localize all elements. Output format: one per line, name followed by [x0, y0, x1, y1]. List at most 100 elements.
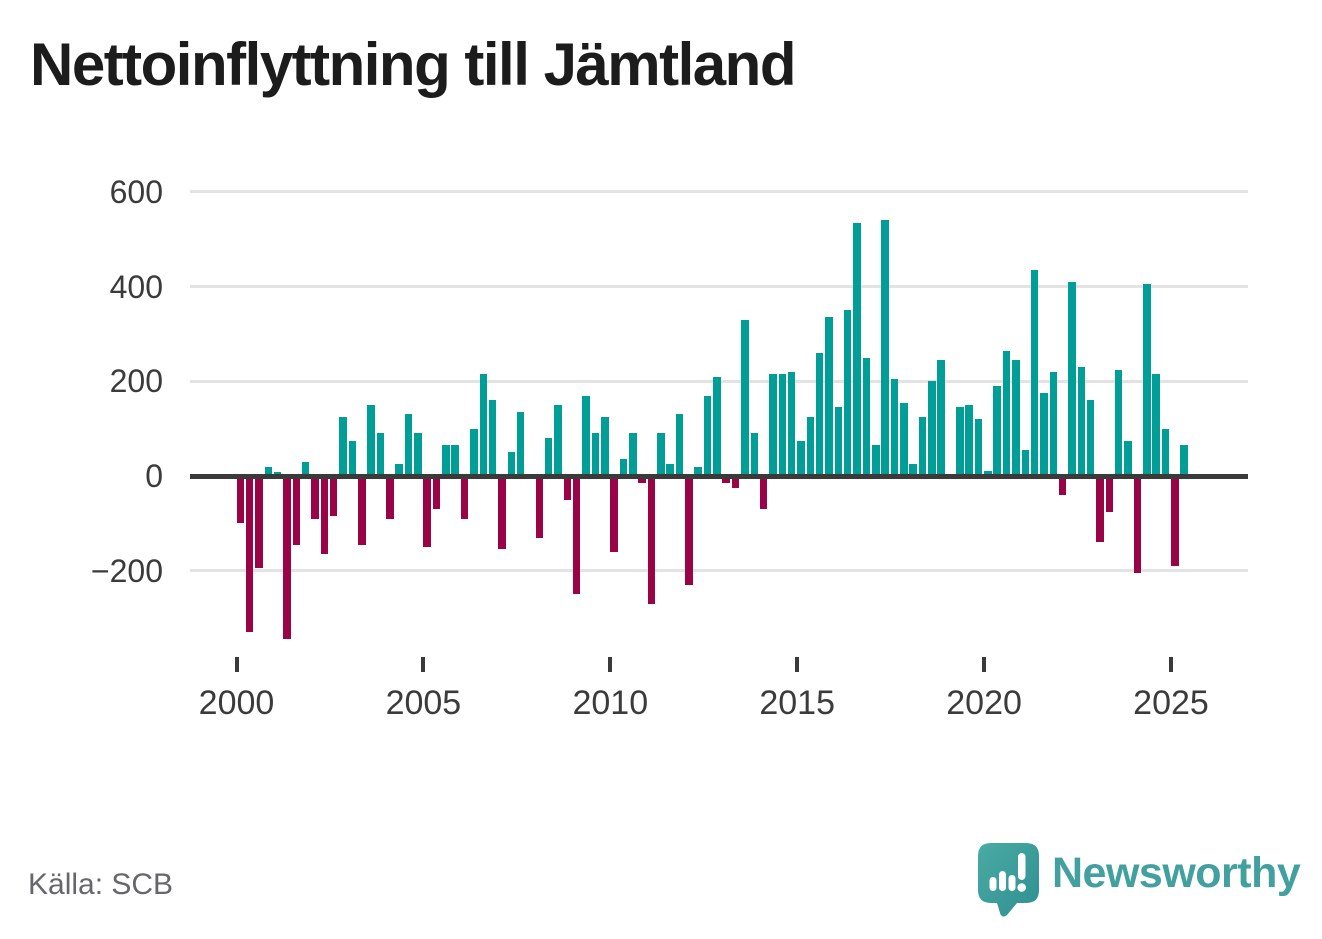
- x-axis-label-2025: 2025: [1133, 684, 1209, 722]
- bar-2012q4: [713, 376, 721, 476]
- bar-2017q2: [881, 220, 889, 476]
- bar-2004q3: [404, 414, 413, 476]
- bar-2008q4: [563, 476, 572, 500]
- bar-2024q3: [1152, 374, 1160, 476]
- bar-2008q1: [535, 476, 544, 538]
- bar-2007q3: [516, 412, 525, 476]
- brand-logo: Newsworthy: [977, 842, 1301, 925]
- bar-2005q2: [432, 476, 441, 510]
- bar-2010q1: [610, 476, 618, 552]
- bar-2004q2: [395, 464, 403, 476]
- bar-2009q2: [582, 395, 590, 476]
- bar-2021q1: [1021, 450, 1030, 476]
- bar-2012q1: [685, 476, 693, 585]
- bar-2000q4: [264, 466, 273, 476]
- bar-2007q1: [498, 476, 506, 550]
- bar-2022q1: [1058, 476, 1067, 495]
- bar-2011q2: [657, 433, 665, 476]
- source-note: Källa: SCB: [28, 868, 174, 901]
- bar-2003q3: [367, 405, 375, 476]
- bar-2015q3: [815, 352, 824, 476]
- bar-2012q2: [694, 466, 702, 476]
- x-axis-tick-2020: [982, 657, 987, 672]
- bar-2005q3: [442, 445, 450, 476]
- bar-2002q1: [311, 476, 319, 519]
- y-axis-label-0: 0: [145, 458, 163, 494]
- bar-2015q1: [797, 440, 805, 476]
- bar-2020q2: [993, 386, 1001, 476]
- bar-2010q2: [619, 459, 628, 476]
- chart-title: Nettoinflyttning till Jämtland: [30, 31, 796, 98]
- bar-2003q1: [348, 440, 357, 476]
- bar-2016q3: [853, 222, 861, 476]
- bar-2022q2: [1068, 281, 1076, 476]
- bar-2010q3: [629, 433, 637, 476]
- bar-2006q3: [479, 374, 488, 476]
- bar-2015q2: [806, 416, 815, 476]
- bar-2005q1: [423, 476, 431, 547]
- bar-2001q4: [301, 461, 310, 476]
- bar-2008q3: [554, 405, 562, 476]
- bar-2025q2: [1180, 445, 1188, 476]
- bar-2021q4: [1049, 371, 1058, 476]
- gridline-600: [190, 190, 1248, 194]
- bar-2018q1: [909, 464, 917, 476]
- x-axis-tick-2015: [795, 657, 800, 672]
- bar-2008q2: [544, 438, 553, 476]
- bar-2013q1: [722, 476, 730, 484]
- bar-2023q2: [1105, 476, 1114, 512]
- bar-2000q3: [255, 476, 263, 569]
- bar-2021q3: [1040, 393, 1048, 476]
- bar-2006q2: [470, 428, 478, 476]
- bar-2015q4: [825, 317, 833, 476]
- bar-2023q3: [1114, 369, 1123, 476]
- bar-2002q4: [339, 416, 347, 476]
- bar-2017q3: [890, 378, 899, 476]
- bar-2013q3: [741, 319, 749, 476]
- x-axis-label-2000: 2000: [198, 684, 275, 722]
- bar-2011q3: [666, 464, 674, 476]
- bar-2024q2: [1143, 284, 1151, 476]
- bar-2023q1: [1096, 476, 1104, 543]
- bar-2018q2: [918, 416, 927, 476]
- bar-2004q4: [414, 433, 422, 476]
- bar-2001q2: [283, 476, 291, 640]
- y-axis-label-600: 600: [109, 173, 163, 210]
- bar-2012q3: [703, 395, 712, 476]
- x-axis-tick-2010: [608, 657, 613, 672]
- bar-2009q1: [572, 476, 581, 595]
- bar-2020q4: [1012, 360, 1020, 476]
- bar-2019q4: [974, 419, 983, 476]
- y-axis-label--200: −200: [90, 552, 163, 589]
- x-axis-tick-2005: [421, 657, 426, 672]
- y-axis-label-200: 200: [109, 363, 163, 400]
- gridline--200: [190, 569, 1248, 573]
- bar-2023q4: [1124, 440, 1132, 476]
- x-axis-label-2015: 2015: [759, 684, 835, 722]
- bar-2006q1: [460, 476, 469, 519]
- bar-2010q4: [638, 476, 646, 484]
- y-axis-label-400: 400: [109, 268, 163, 305]
- bar-2011q1: [647, 476, 656, 604]
- bar-2020q3: [1002, 350, 1011, 476]
- bar-2014q1: [759, 476, 768, 510]
- x-axis-label-2010: 2010: [572, 684, 649, 722]
- x-axis-label-2005: 2005: [385, 684, 462, 722]
- bar-2018q4: [937, 360, 945, 476]
- bar-2017q4: [900, 402, 908, 476]
- x-axis-label-2020: 2020: [946, 684, 1022, 722]
- bar-2014q2: [769, 374, 777, 476]
- bar-2011q4: [675, 414, 684, 476]
- bar-2016q2: [843, 310, 852, 476]
- bar-2001q3: [292, 476, 301, 545]
- bar-2014q3: [778, 374, 787, 476]
- bar-2009q3: [591, 433, 600, 476]
- x-axis-tick-2025: [1169, 657, 1173, 672]
- bar-2019q3: [965, 405, 973, 476]
- bar-2019q2: [956, 407, 964, 476]
- bar-2016q4: [862, 357, 871, 476]
- bar-2021q2: [1030, 270, 1039, 476]
- bar-2002q3: [329, 476, 338, 517]
- bar-2003q2: [358, 476, 366, 545]
- bar-2013q4: [750, 433, 759, 476]
